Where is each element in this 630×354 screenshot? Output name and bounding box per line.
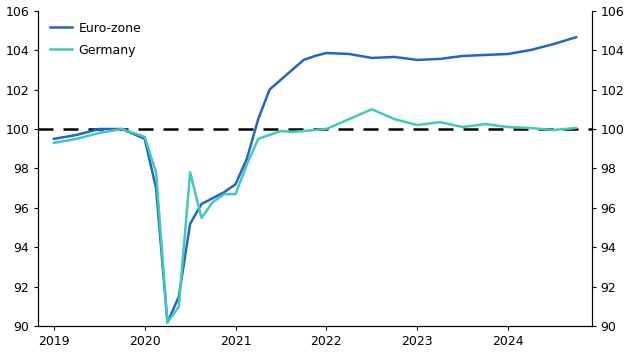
Euro-zone [436,57,444,61]
Germany [277,129,285,133]
Euro-zone [141,137,149,141]
Germany [391,117,398,121]
Euro-zone [572,35,580,39]
Germany [266,133,273,137]
Germany [481,122,489,126]
Euro-zone [323,51,330,55]
Euro-zone [232,182,239,187]
Germany [311,128,319,132]
Germany [175,304,183,309]
Euro-zone [152,186,160,190]
Germany [255,137,262,141]
Euro-zone [96,127,103,131]
Germany [50,141,58,145]
Euro-zone [311,54,319,58]
Germany [152,170,160,175]
Germany [549,128,557,132]
Germany [164,320,171,325]
Euro-zone [391,55,398,59]
Euro-zone [175,295,183,299]
Germany [73,137,81,141]
Germany [232,192,239,196]
Germany [243,162,251,167]
Germany [345,117,353,121]
Euro-zone [481,53,489,57]
Germany [323,127,330,131]
Euro-zone [220,190,228,194]
Euro-zone [243,156,251,161]
Germany [459,125,466,129]
Germany [186,170,194,175]
Euro-zone [527,48,534,52]
Legend: Euro-zone, Germany: Euro-zone, Germany [45,17,146,62]
Euro-zone [266,87,273,92]
Euro-zone [186,222,194,226]
Germany [572,126,580,130]
Euro-zone [209,196,217,200]
Germany [141,135,149,139]
Euro-zone [300,58,307,62]
Euro-zone [255,117,262,121]
Germany [504,125,512,129]
Germany [198,216,205,220]
Euro-zone [118,127,126,131]
Line: Euro-zone: Euro-zone [54,37,576,322]
Euro-zone [345,52,353,56]
Germany [118,127,126,131]
Euro-zone [73,133,81,137]
Germany [368,107,375,112]
Euro-zone [198,202,205,206]
Germany [220,192,228,196]
Euro-zone [459,54,466,58]
Germany [413,123,421,127]
Euro-zone [549,42,557,46]
Euro-zone [504,52,512,56]
Euro-zone [289,68,296,72]
Germany [96,131,103,135]
Germany [289,130,296,134]
Euro-zone [413,58,421,62]
Germany [527,126,534,130]
Euro-zone [277,78,285,82]
Germany [300,129,307,133]
Germany [209,200,217,204]
Euro-zone [164,320,171,325]
Euro-zone [50,137,58,141]
Line: Germany: Germany [54,109,576,322]
Euro-zone [368,56,375,60]
Germany [436,120,444,124]
